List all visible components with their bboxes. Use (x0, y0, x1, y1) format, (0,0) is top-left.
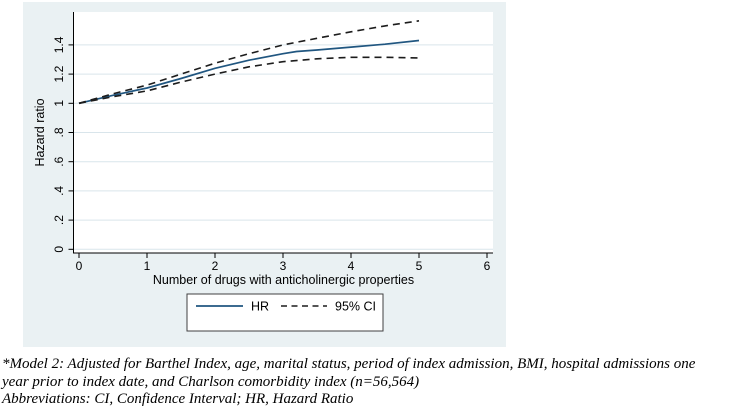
legend-box (186, 293, 384, 332)
x-tick-label: 6 (484, 259, 491, 273)
x-tick-label: 5 (416, 259, 423, 273)
abbreviations-note: Abbreviations: CI, Confidence Interval; … (2, 391, 354, 407)
x-tick-label: 0 (76, 259, 83, 273)
legend-hr-label: HR (251, 300, 269, 314)
model-note-line2: year prior to index date, and Charlson c… (2, 373, 420, 390)
y-tick-label: 1.4 (52, 36, 66, 53)
ci-line (78, 56, 420, 105)
hr-line (78, 39, 420, 105)
x-tick-label: 3 (280, 259, 287, 273)
x-tick-label: 1 (144, 259, 151, 273)
ci-line (78, 20, 420, 105)
hazard-ratio-chart: 0 .2 .4 .6 .8 1 1.2 1.4 0 1 2 3 4 5 6 Hazard ratio Numbe… (23, 2, 506, 347)
y-tick-label: 1 (52, 100, 66, 107)
y-tick-label: 1.2 (52, 65, 66, 82)
chart-svg: 0 .2 .4 .6 .8 1 1.2 1.4 0 1 2 3 4 5 6 Hazard ratio Numbe… (23, 2, 506, 347)
x-axis-title: Number of drugs with anticholinergic pro… (153, 273, 414, 287)
model-note-line1: *Model 2: Adjusted for Barthel Index, ag… (2, 356, 696, 372)
legend-ci-label: 95% CI (335, 300, 376, 314)
y-axis-title: Hazard ratio (33, 98, 47, 166)
x-tick-label: 4 (348, 259, 355, 273)
y-tick-label: .4 (52, 186, 66, 196)
y-tick-label: .8 (52, 127, 66, 137)
y-tick-label: 0 (52, 246, 66, 253)
y-tick-label: .6 (52, 156, 66, 166)
figure-footnotes: *Model 2: Adjusted for Barthel Index, ag… (2, 356, 728, 409)
x-tick-label: 2 (212, 259, 219, 273)
y-tick-label: .2 (52, 215, 66, 225)
